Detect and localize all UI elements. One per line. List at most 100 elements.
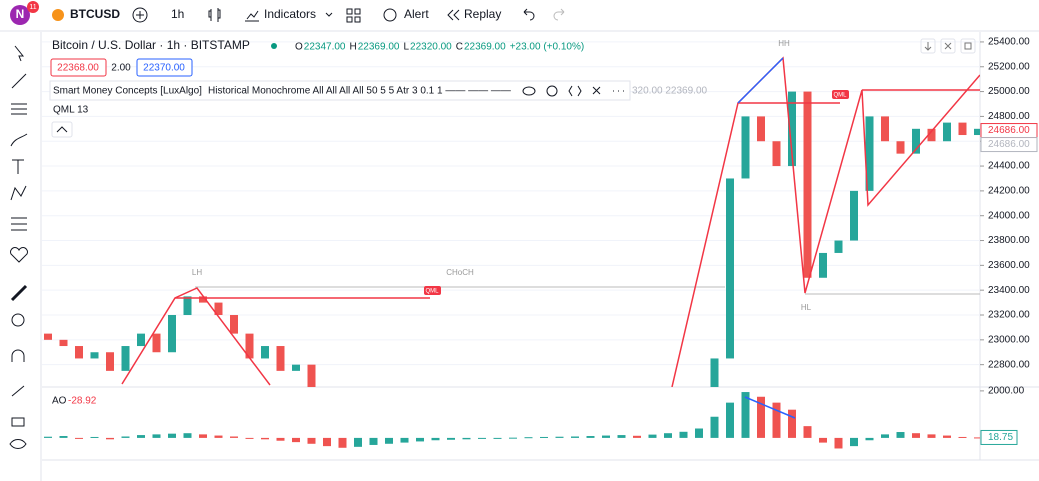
icon-tool[interactable] [10, 247, 28, 263]
pattern-tool[interactable] [10, 185, 27, 201]
candle [44, 333, 52, 340]
forecast-tool[interactable] [11, 217, 27, 231]
badge [27, 1, 39, 13]
indicator-row[interactable] [49, 80, 631, 101]
layout-icon [346, 16, 353, 23]
measure-tool[interactable] [10, 284, 28, 302]
candle [525, 421, 533, 427]
dropdown[interactable] [325, 12, 333, 17]
undo[interactable] [523, 8, 535, 21]
candle [168, 315, 176, 353]
move-down[interactable] [920, 38, 936, 54]
magnet-tool[interactable] [11, 349, 25, 362]
candle [339, 414, 347, 426]
indicators[interactable]: Indicators [264, 7, 316, 21]
buy-button[interactable] [136, 58, 193, 77]
y-tick-label: 25000.00 [988, 86, 1030, 97]
ao-bar [757, 396, 765, 438]
ao-bar [509, 437, 517, 439]
text-tool[interactable] [12, 159, 24, 174]
settings[interactable] [546, 85, 558, 97]
ao-tick-label: 2000.00 [988, 386, 1025, 397]
candle [245, 333, 254, 359]
ao-bar [617, 435, 626, 438]
source-code[interactable] [568, 85, 582, 97]
ao-bar [772, 402, 781, 438]
layout-icon [354, 8, 361, 15]
ao-bar [354, 437, 362, 447]
ao-bar [865, 437, 874, 441]
candle [152, 333, 161, 353]
candle [618, 421, 626, 433]
ohlc: O 22347.00 H 22369.00 L 22320.00 C 22369.00 [295, 42, 506, 53]
add-symbol[interactable] [132, 7, 148, 23]
ohlc-label: H [350, 42, 357, 53]
candle [509, 414, 517, 420]
candle-type[interactable] [208, 8, 221, 22]
maximize-pane[interactable] [960, 38, 976, 54]
ao-bar [400, 437, 409, 443]
cursor-tool[interactable] [14, 45, 25, 62]
candle [307, 364, 316, 387]
ask: 22370.00 [143, 63, 185, 74]
structure-line [671, 56, 980, 387]
x [944, 42, 952, 50]
collapse-legend[interactable] [51, 121, 73, 138]
alert[interactable]: Alert [404, 7, 429, 21]
ohlc-label: O [295, 42, 303, 53]
candle [540, 408, 548, 427]
candle [788, 91, 796, 167]
ao-bar [59, 436, 68, 438]
candle [834, 240, 843, 253]
market-status [271, 43, 277, 49]
candle [633, 421, 641, 427]
collapse-pane[interactable] [940, 38, 956, 54]
ao-bar [307, 437, 316, 444]
redo[interactable] [553, 8, 565, 21]
candle [556, 408, 564, 414]
ohlc-value: 22347.00 [304, 42, 346, 53]
remove-indicator[interactable] [592, 86, 601, 95]
line-tool[interactable] [11, 73, 27, 89]
interval[interactable]: 1h [171, 7, 184, 21]
ao-bar [679, 431, 688, 438]
ao-bar [648, 434, 657, 438]
qml-tag [832, 90, 849, 99]
candle [819, 252, 827, 278]
divergence-line [737, 57, 784, 104]
y-tick-label: 25400.00 [988, 37, 1030, 48]
ao-bar [385, 437, 393, 444]
candle [927, 128, 936, 142]
spread: 2.00 [111, 63, 131, 74]
y-tick-label: 24200.00 [988, 186, 1030, 197]
ao-bar [276, 437, 285, 441]
candle [370, 421, 378, 440]
ao-bar [214, 435, 223, 438]
ao-bar [819, 437, 827, 443]
y-tick-label: 23200.00 [988, 310, 1030, 321]
lock-drawing[interactable] [11, 385, 25, 397]
ao-bar [695, 428, 703, 438]
hide-indicator[interactable] [522, 86, 536, 96]
visibility-tool[interactable] [9, 439, 27, 449]
pane-controls [920, 38, 976, 54]
sell-button[interactable] [50, 58, 107, 77]
layout-icon[interactable] [346, 8, 353, 15]
avatar[interactable] [10, 5, 30, 25]
badge-count: 11 [29, 4, 36, 11]
indicator-faded: 320.00 22369.00 [632, 86, 708, 97]
ao-bar [230, 436, 238, 438]
replay[interactable]: Replay [464, 7, 501, 21]
lock-tool[interactable] [11, 417, 25, 427]
ao-bar [323, 437, 331, 447]
brush-tool[interactable] [10, 133, 28, 147]
fib-tool[interactable] [11, 103, 27, 115]
ohlc-label: L [403, 42, 409, 53]
symbol[interactable]: BTCUSD [70, 7, 120, 21]
candle [850, 190, 858, 241]
drawing-tools [9, 45, 28, 449]
zoom-tool[interactable] [11, 313, 25, 327]
candle [571, 414, 579, 420]
candle [943, 122, 951, 142]
